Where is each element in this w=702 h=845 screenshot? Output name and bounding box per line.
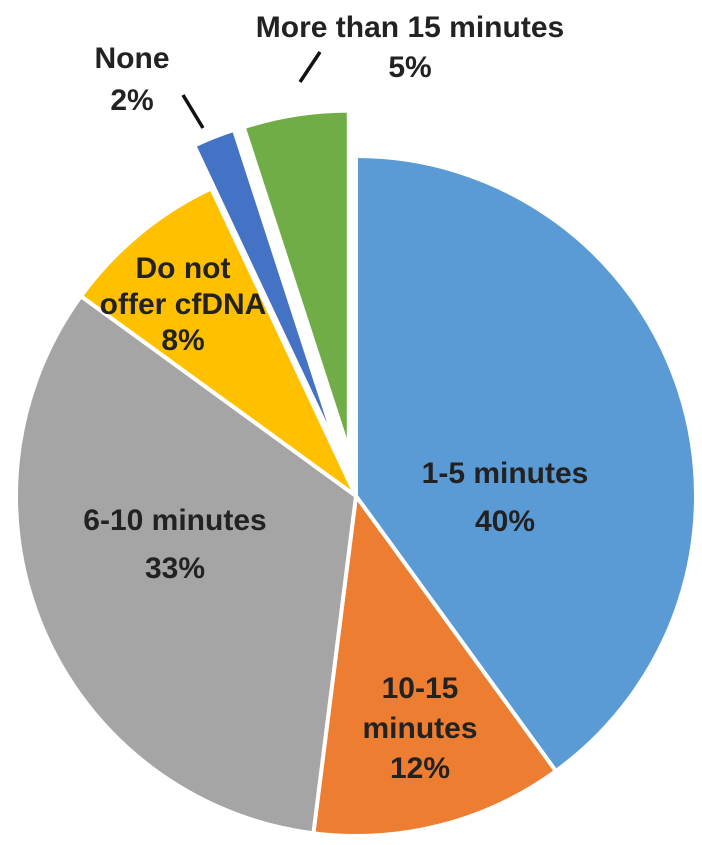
- pie-slice-0: [354, 154, 698, 774]
- leader-line-5: [298, 51, 322, 83]
- pie-slice-3: [78, 186, 358, 498]
- slice-category-label: 1-5 minutes: [422, 457, 589, 490]
- slice-category-label: Do not: [136, 252, 231, 285]
- slice-category-label: More than 15 minutes: [256, 11, 564, 44]
- slice-label-1: 10-15 minutes 12%: [362, 672, 477, 785]
- slice-label-3: Do not offer cfDNA 8%: [100, 252, 267, 357]
- slice-label-4: None 2%: [95, 42, 170, 117]
- slice-value-label: 33%: [145, 552, 205, 585]
- slice-category-label: 6-10 minutes: [83, 504, 266, 537]
- slice-category-label: minutes: [362, 712, 477, 745]
- slice-category-label: None: [95, 42, 170, 75]
- slice-category-label: 10-15: [382, 672, 459, 705]
- pie-slice-4: [192, 127, 342, 456]
- leader-lines: [181, 51, 322, 129]
- slice-value-label: 40%: [475, 505, 535, 538]
- pie-slices: [14, 108, 698, 838]
- pie-slice-2: [14, 294, 358, 836]
- slice-label-2: 6-10 minutes 33%: [83, 504, 266, 585]
- leader-line-4: [181, 94, 205, 129]
- slice-value-label: 2%: [110, 84, 153, 117]
- slice-value-label: 12%: [390, 752, 450, 785]
- slice-value-label: 5%: [388, 51, 431, 84]
- slice-category-label: offer cfDNA: [100, 288, 267, 321]
- slice-labels: 1-5 minutes 40% 10-15 minutes 12% 6-10 minute…: [83, 11, 588, 785]
- slice-value-label: 8%: [161, 324, 204, 357]
- slice-label-5: More than 15 minutes 5%: [256, 11, 564, 84]
- slice-label-0: 1-5 minutes 40%: [422, 457, 589, 538]
- pie-slice-1: [311, 494, 558, 838]
- pie-slice-5: [241, 108, 351, 453]
